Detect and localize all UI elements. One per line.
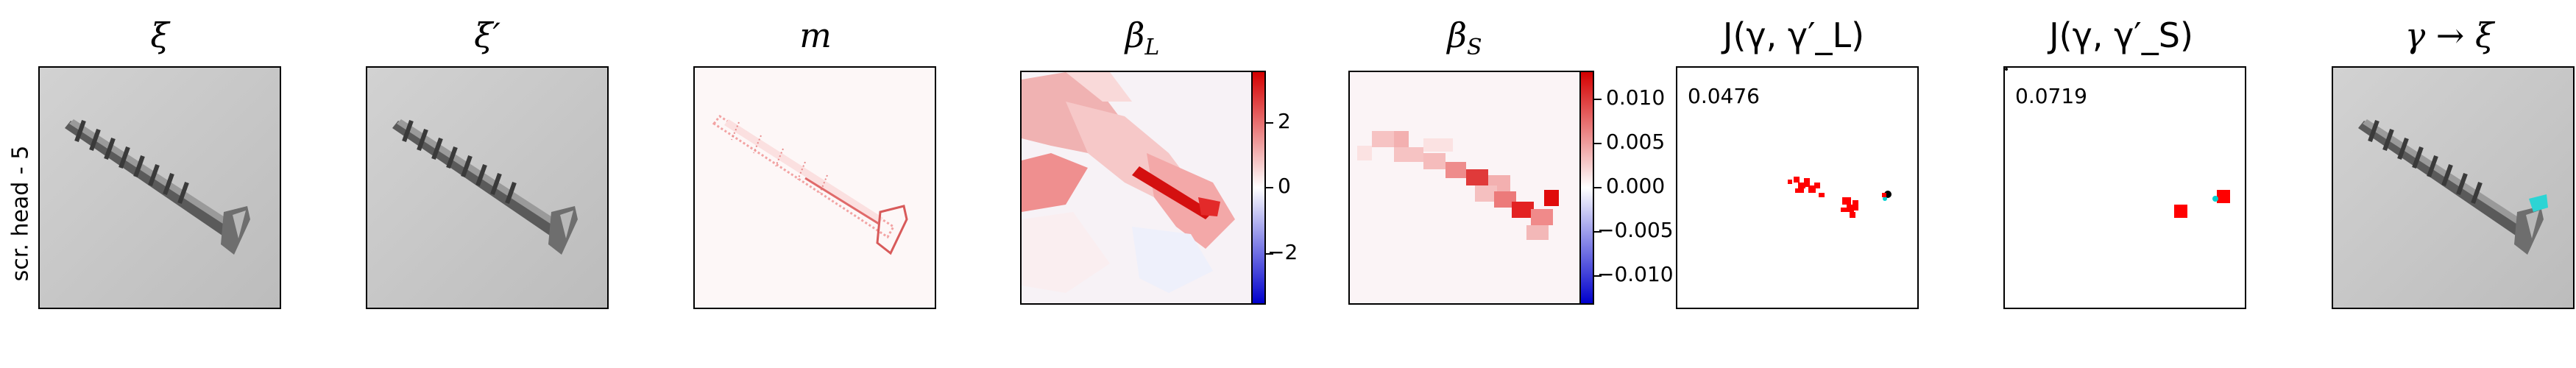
- panel-gamma-to-xi: [2332, 66, 2575, 309]
- title-gamma-to-xi: γ → ξ: [2405, 15, 2494, 55]
- colorbar-l-tick: −2: [1267, 240, 1298, 264]
- panel-xi-image: [38, 66, 281, 309]
- panel-j-l: 0.0476: [1676, 66, 1919, 309]
- row-label-text: scr. head - 5: [7, 145, 34, 282]
- panel-beta-s-map: [1348, 71, 1584, 305]
- colorbar-beta-l: [1251, 71, 1266, 305]
- colorbar-s-tick: 0.000: [1606, 174, 1666, 198]
- beta-l-heatmap: [1022, 72, 1254, 303]
- title-beta-l: βL: [1125, 15, 1160, 61]
- screw-icon: [40, 68, 280, 308]
- title-j-l: J(γ, γ′_L): [1722, 15, 1865, 55]
- panel-xi-prime-image: [366, 66, 609, 309]
- screw-icon: [367, 68, 607, 308]
- match-points-s: [2005, 68, 2230, 218]
- colorbar-beta-s: [1579, 71, 1594, 305]
- colorbar-l-tick: 2: [1278, 109, 1291, 133]
- title-xi: ξ: [150, 15, 169, 55]
- beta-s-heatmap: [1350, 72, 1582, 303]
- row-label: scr. head - 5: [6, 103, 35, 324]
- title-m: m: [799, 15, 832, 55]
- colorbar-s-tick: −0.010: [1597, 262, 1674, 286]
- match-points-l: [1788, 177, 1892, 218]
- mask-screw-icon: [695, 68, 935, 308]
- title-j-s: J(γ, γ′_S): [2049, 15, 2193, 55]
- panel-m-mask: [693, 66, 936, 309]
- panel-j-s: 0.0719: [2003, 66, 2246, 309]
- colorbar-s-tick: 0.010: [1606, 85, 1666, 110]
- title-xi-prime: ξ′: [474, 15, 500, 55]
- colorbar-s-tick: 0.005: [1606, 130, 1666, 154]
- panel-beta-l-map: [1020, 71, 1256, 305]
- score-j-l: 0.0476: [1688, 84, 1760, 108]
- colorbar-l-tick: 0: [1278, 174, 1291, 198]
- screw-icon: [2333, 68, 2573, 308]
- title-beta-s: βS: [1447, 15, 1482, 61]
- colorbar-s-tick: −0.005: [1597, 218, 1674, 242]
- score-j-s: 0.0719: [2015, 84, 2087, 108]
